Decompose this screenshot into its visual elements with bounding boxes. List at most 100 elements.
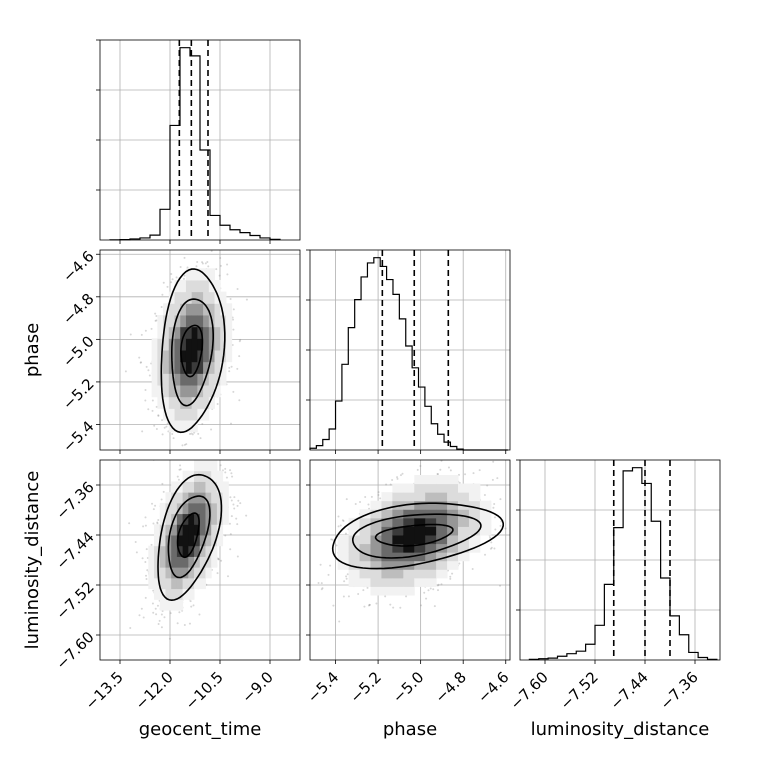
density-block — [414, 475, 426, 485]
sample-point — [188, 432, 191, 435]
x-tick-label: −5.4 — [304, 668, 342, 706]
density-block — [208, 279, 216, 293]
sample-point — [345, 577, 348, 580]
density-block — [176, 599, 184, 611]
density-block — [194, 545, 201, 557]
sample-point — [176, 475, 179, 478]
sample-point — [206, 241, 208, 243]
sample-point — [327, 573, 330, 576]
density-block — [203, 408, 210, 421]
sample-point — [363, 605, 366, 608]
sample-point — [337, 515, 340, 518]
density-block — [381, 552, 393, 562]
sample-point — [233, 496, 236, 499]
sample-point — [145, 574, 148, 577]
sample-point — [230, 422, 233, 425]
x-axis-label-geocent_time: geocent_time — [139, 719, 262, 740]
y-tick-label: −7.44 — [52, 528, 97, 573]
sample-point — [321, 587, 324, 590]
sample-point — [419, 464, 422, 467]
density-block — [203, 314, 210, 328]
density-block — [185, 385, 193, 398]
density-block — [468, 526, 481, 536]
scatter-panel-phase-vs-luminosity_distance — [306, 457, 511, 664]
sample-point — [224, 471, 227, 474]
density-block — [194, 577, 201, 590]
sample-point — [216, 402, 219, 405]
density-block — [185, 326, 193, 339]
density-block — [185, 314, 193, 328]
sample-point — [232, 328, 235, 331]
sample-point — [199, 455, 201, 457]
density-block — [208, 361, 216, 374]
density-block — [425, 543, 437, 553]
sample-point — [229, 533, 232, 536]
density-block — [165, 567, 172, 579]
density-block — [381, 560, 393, 570]
sample-point — [155, 319, 158, 322]
y-tick-label: −5.0 — [59, 332, 97, 370]
density-block — [194, 567, 201, 579]
density-block — [194, 535, 201, 547]
sample-point — [341, 519, 344, 522]
density-block — [194, 513, 201, 525]
density-block — [208, 268, 216, 281]
sample-point — [129, 333, 132, 336]
sample-point — [436, 584, 439, 587]
density-block — [151, 350, 158, 363]
sample-point — [478, 469, 481, 472]
density-block — [203, 396, 210, 409]
density-block — [203, 268, 210, 281]
density-block — [148, 567, 155, 579]
density-block — [479, 500, 492, 510]
sample-point — [222, 445, 224, 447]
sample-point — [201, 261, 204, 264]
density-block — [214, 361, 221, 374]
sample-point — [207, 265, 210, 268]
sample-point — [175, 276, 178, 279]
density-block — [381, 535, 393, 545]
density-block — [222, 513, 229, 525]
density-block — [199, 502, 206, 515]
density-block — [392, 560, 404, 570]
sample-point — [154, 504, 157, 507]
sample-point — [188, 622, 191, 625]
density-block — [381, 569, 393, 579]
density-block — [222, 492, 229, 504]
density-block — [205, 481, 212, 493]
density-block — [414, 577, 426, 587]
density-block — [348, 569, 361, 579]
sample-point — [224, 534, 227, 537]
density-block — [203, 279, 210, 293]
sample-point — [433, 605, 436, 608]
sample-point — [401, 472, 404, 475]
density-block — [458, 483, 470, 493]
density-block — [370, 569, 382, 579]
density-block — [176, 588, 184, 600]
density-block — [337, 535, 350, 545]
sample-point — [190, 605, 193, 608]
density-block — [191, 373, 198, 386]
density-block — [180, 303, 187, 316]
sample-point — [437, 589, 440, 592]
density-block — [174, 396, 181, 409]
density-block — [154, 556, 161, 568]
histogram-phase — [309, 257, 508, 451]
contour-level-1 — [352, 513, 482, 559]
density-block — [171, 535, 178, 547]
density-block — [436, 500, 448, 510]
density-block — [182, 470, 189, 482]
density-block — [337, 560, 350, 570]
density-blocks — [337, 475, 492, 596]
density-block — [370, 577, 382, 587]
sample-point — [439, 468, 442, 471]
density-block — [174, 338, 181, 351]
sample-point — [231, 344, 234, 347]
sample-point — [437, 583, 440, 586]
sample-point — [399, 457, 401, 459]
sample-point — [367, 604, 370, 607]
sample-point — [320, 588, 323, 591]
density-block — [157, 326, 164, 339]
density-block — [414, 569, 426, 579]
density-block — [191, 291, 198, 304]
